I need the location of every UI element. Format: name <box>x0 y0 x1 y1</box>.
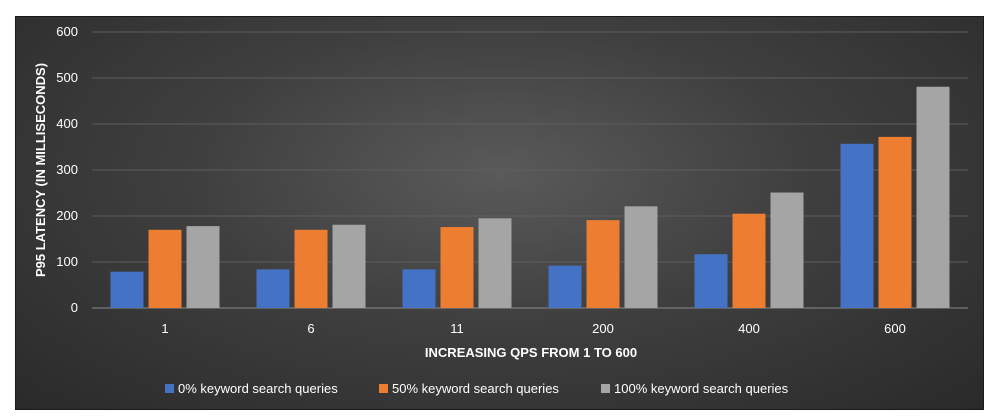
bar-2-11 <box>440 227 474 308</box>
bars <box>110 86 950 309</box>
bar-1-400 <box>694 254 728 308</box>
bar-2-200 <box>586 220 620 308</box>
y-tick-label: 200 <box>56 208 78 223</box>
x-tick-label: 400 <box>738 321 760 336</box>
bar-3-11 <box>478 218 512 308</box>
y-tick-label: 400 <box>56 116 78 131</box>
bar-1-600 <box>840 143 874 308</box>
y-tick-label: 600 <box>56 24 78 39</box>
bar-1-1 <box>110 271 144 308</box>
bar-3-6 <box>332 224 366 308</box>
chart-frame <box>15 16 984 410</box>
x-tick-label: 600 <box>884 321 906 336</box>
x-tick-label: 11 <box>450 321 464 336</box>
x-tick-label: 1 <box>161 321 168 336</box>
y-tick-label: 500 <box>56 70 78 85</box>
x-axis-title: INCREASING QPS FROM 1 TO 600 <box>425 345 637 360</box>
bar-3-600 <box>916 86 950 309</box>
gridlines <box>92 31 968 309</box>
bar-3-1 <box>186 226 220 308</box>
y-axis-title: P95 LATENCY (IN MILLISECONDS) <box>33 63 48 277</box>
bar-2-6 <box>294 229 328 308</box>
bar-2-400 <box>732 213 766 308</box>
bar-3-200 <box>624 206 658 308</box>
bar-2-600 <box>878 136 912 308</box>
legend: 0% keyword search queries 50% keyword sea… <box>165 381 789 396</box>
y-tick-label: 0 <box>71 300 78 315</box>
bar-1-200 <box>548 265 582 308</box>
legend-label: 0% keyword search queries <box>178 381 338 396</box>
bar-3-400 <box>770 192 804 308</box>
bar-2-1 <box>148 229 182 308</box>
bar-1-11 <box>402 269 436 308</box>
x-axis-ticks: 1 6 11 200 400 600 <box>161 321 905 336</box>
legend-label: 50% keyword search queries <box>392 381 559 396</box>
legend-swatch <box>165 384 174 393</box>
legend-label: 100% keyword search queries <box>614 381 789 396</box>
bar-1-6 <box>256 269 290 308</box>
legend-swatch <box>601 384 610 393</box>
y-tick-label: 100 <box>56 254 78 269</box>
legend-swatch <box>379 384 388 393</box>
y-axis-ticks: 0 100 200 300 400 500 600 <box>56 24 78 315</box>
y-tick-label: 300 <box>56 162 78 177</box>
x-tick-label: 200 <box>592 321 614 336</box>
x-tick-label: 6 <box>307 321 314 336</box>
